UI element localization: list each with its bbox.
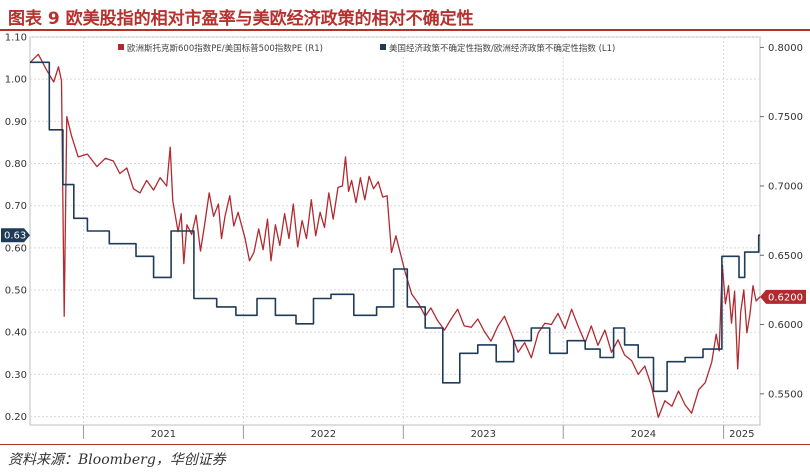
epu-ratio-line <box>30 61 760 393</box>
right-tick-label: 0.6500 <box>768 251 803 262</box>
x-tick-label: 2021 <box>151 429 176 440</box>
right-tick-label: 0.7500 <box>768 112 803 123</box>
right-tick-label: 0.7000 <box>768 181 803 192</box>
legend-label: 欧洲斯托克斯600指数PE/美国标普500指数PE (R1) <box>127 43 323 54</box>
x-tick-label: 2024 <box>631 429 656 440</box>
right-last-value-label: 0.6200 <box>768 292 803 303</box>
figure-title-bar: 图表 9 欧美股指的相对市盈率与美欧经济政策的相对不确定性 <box>0 0 810 31</box>
legend: 欧洲斯托克斯600指数PE/美国标普500指数PE (R1) 美国经济政策不确定性… <box>110 39 675 55</box>
left-tick-label: 0.90 <box>5 117 27 128</box>
source-note: 资料来源：Bloomberg，华创证券 <box>8 452 226 468</box>
x-tick-label: 2023 <box>471 429 496 440</box>
left-tick-label: 0.50 <box>5 286 27 297</box>
left-tick-label: 0.60 <box>5 243 27 254</box>
x-tick-label: 2022 <box>311 429 336 440</box>
pe-ratio-line <box>29 53 761 419</box>
right-tick-label: 0.6000 <box>768 320 803 331</box>
legend-swatch <box>118 44 124 50</box>
figure-title: 图表 9 欧美股指的相对市盈率与美欧经济政策的相对不确定性 <box>8 9 474 29</box>
left-tick-label: 0.80 <box>5 159 27 170</box>
x-tick-label: 2025 <box>729 429 754 440</box>
last-value-labels: 0.63 0.6200 <box>1 228 806 304</box>
right-tick-label: 0.5500 <box>768 389 803 400</box>
source-divider <box>0 444 810 445</box>
left-tick-label: 1.00 <box>5 75 27 86</box>
legend-swatch <box>380 44 386 50</box>
left-last-value-label: 0.63 <box>4 231 26 242</box>
right-axis: 0.8000 0.7500 0.7000 0.6500 0.6000 0.5500 <box>760 43 803 400</box>
x-axis: 2021 2022 2023 2024 2025 <box>82 425 755 440</box>
left-tick-label: 0.40 <box>5 328 27 339</box>
left-tick-label: 1.10 <box>5 33 27 44</box>
left-tick-label: 0.20 <box>5 412 27 423</box>
legend-box <box>110 39 675 55</box>
title-divider <box>0 29 810 31</box>
left-axis: 1.10 1.00 0.90 0.80 0.70 0.60 0.50 0.40 0.30 0.20 <box>5 33 27 424</box>
right-tick-label: 0.8000 <box>768 43 803 54</box>
legend-label: 美国经济政策不确定性指数/欧洲经济政策不确定性指数 (L1) <box>389 43 615 54</box>
plot-frame <box>29 36 761 426</box>
right-last-value-tag <box>760 289 806 304</box>
left-tick-label: 0.70 <box>5 201 27 212</box>
series-layer <box>29 53 761 419</box>
relative-pe-vs-epu-chart: 1.10 1.00 0.90 0.80 0.70 0.60 0.50 0.40 0.30 0.20… <box>1 33 806 440</box>
left-tick-label: 0.30 <box>5 370 27 381</box>
gridlines <box>30 36 760 425</box>
left-last-value-tag <box>1 228 30 243</box>
